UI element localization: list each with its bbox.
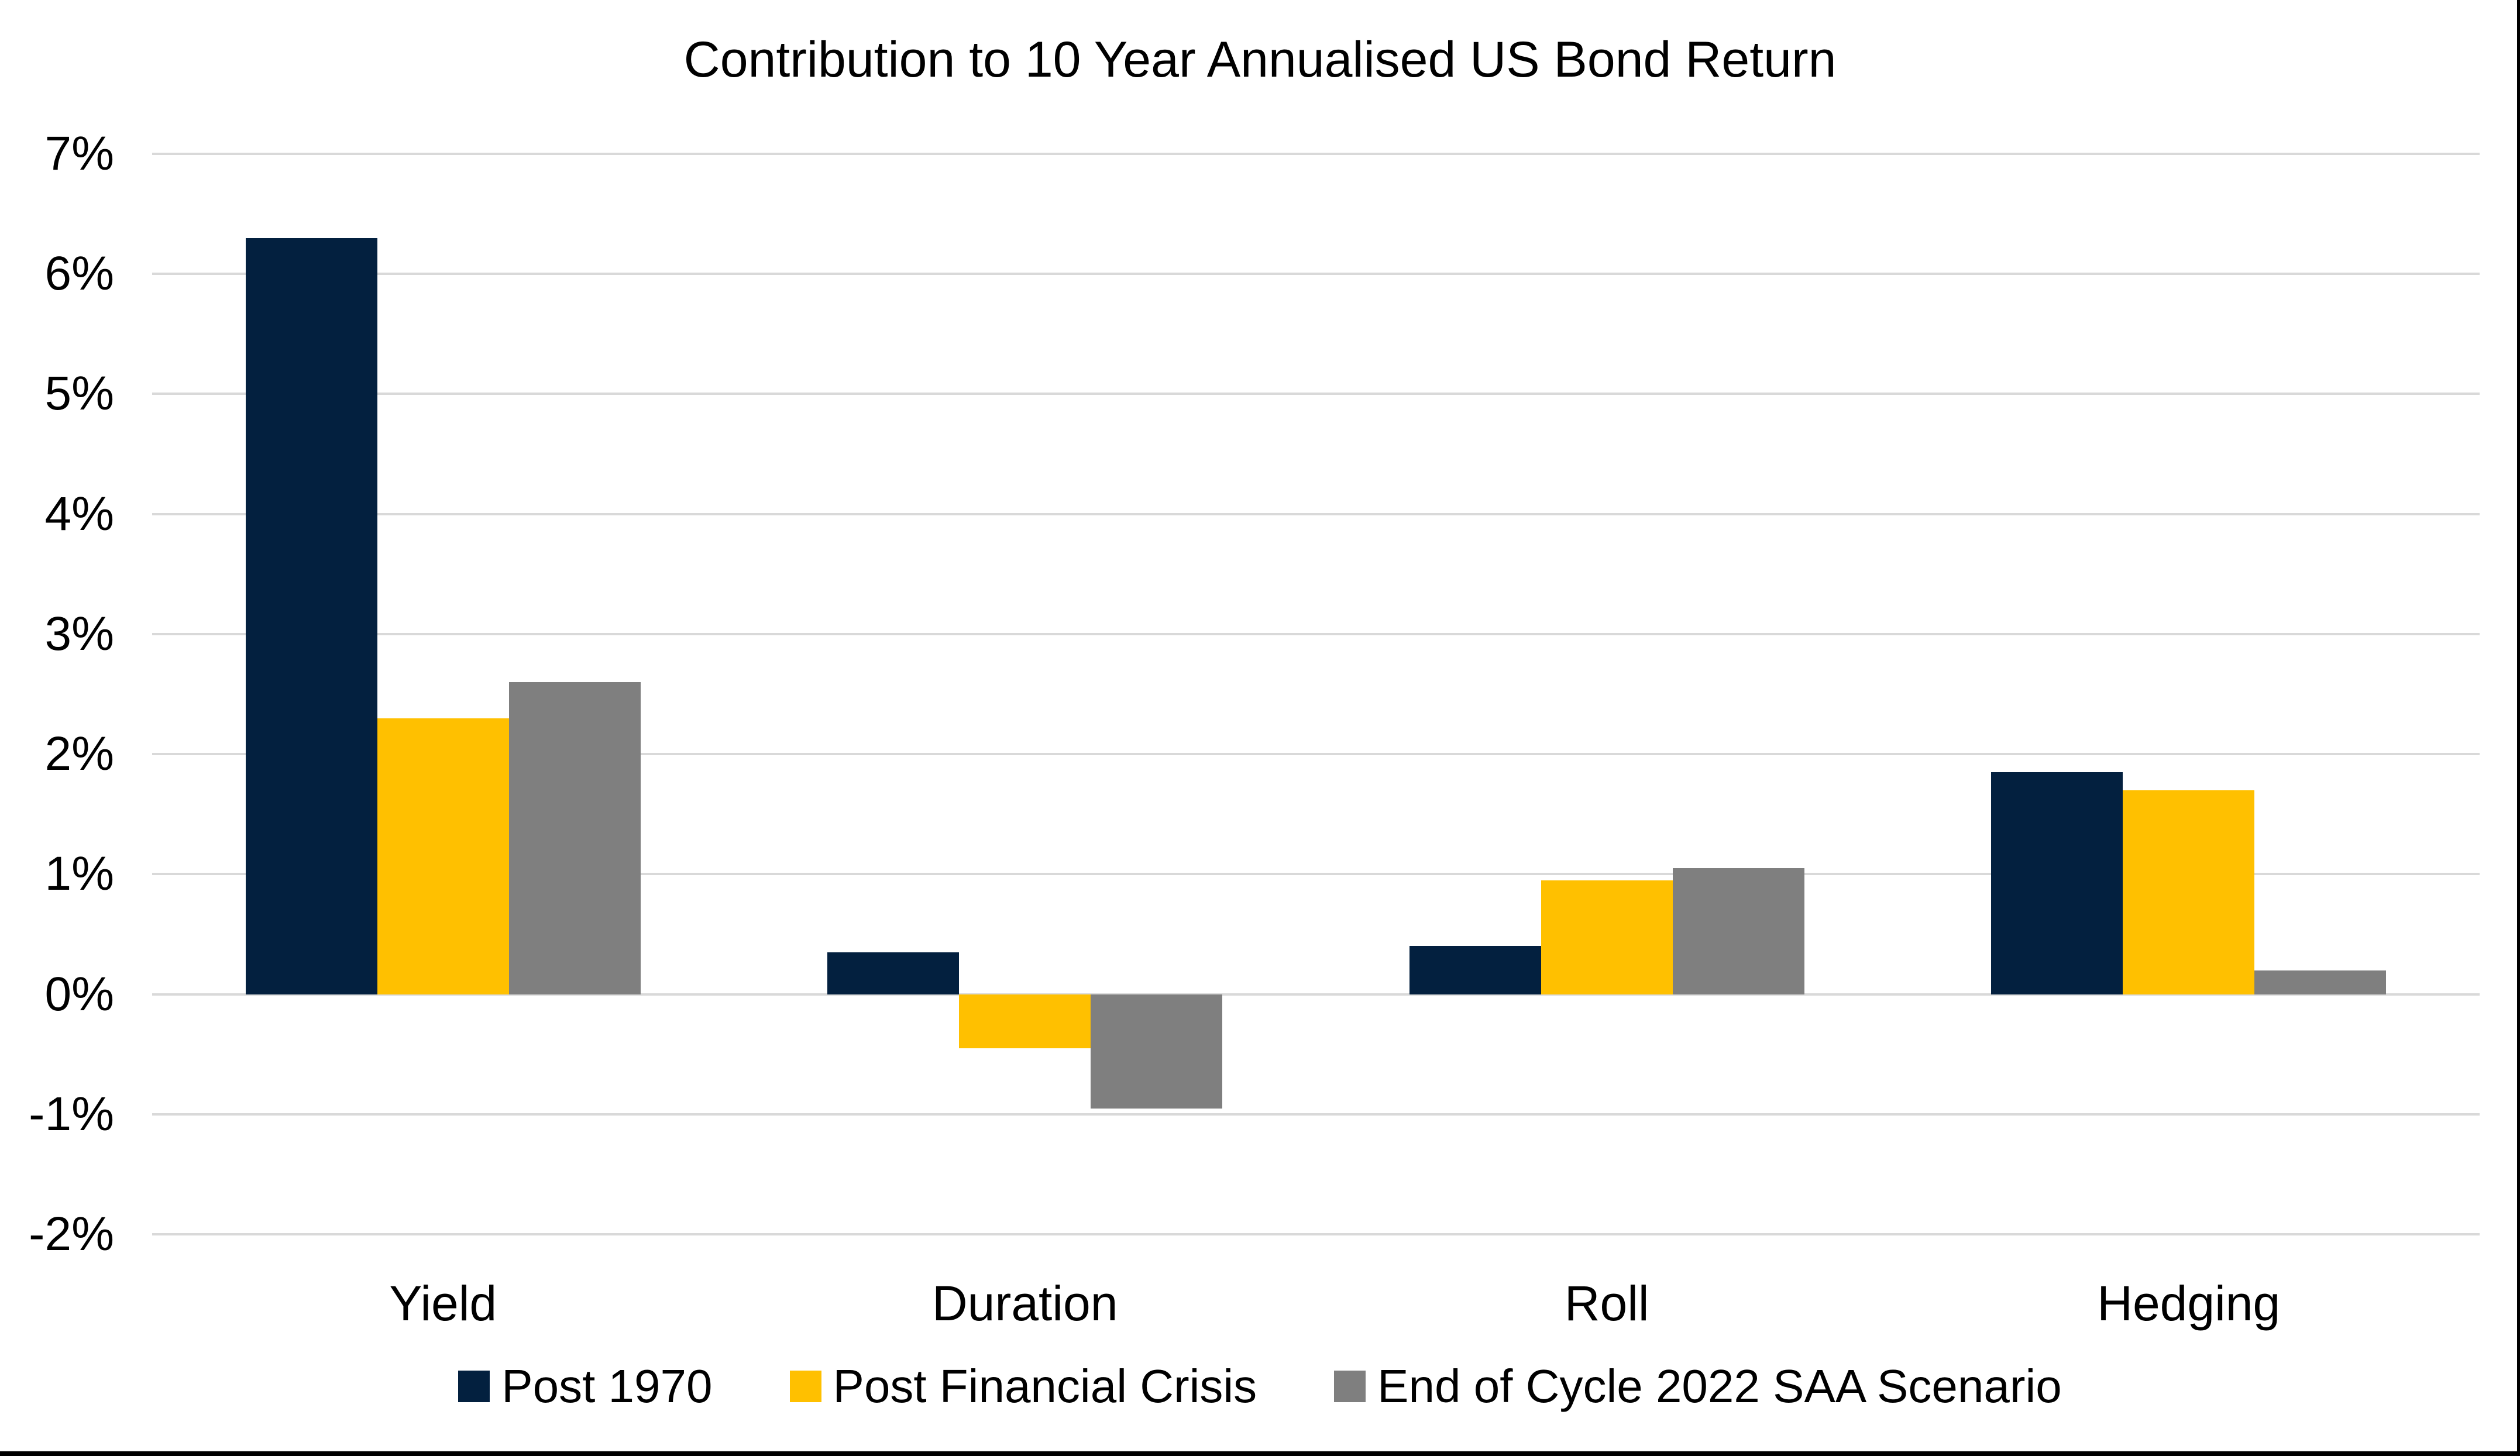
y-axis-tick-2: -2% xyxy=(29,1207,114,1261)
bar-post-1970-yield xyxy=(245,237,377,994)
bar-post-financial-crisis-yield xyxy=(377,718,509,994)
gridline-0 xyxy=(152,993,2480,996)
bar-end-of-cycle-2022-saa-scenario-hedging xyxy=(2254,970,2387,994)
gridline-2 xyxy=(152,753,2480,756)
legend-swatch-icon xyxy=(1334,1371,1366,1402)
y-axis-tick-2: 2% xyxy=(44,727,114,781)
y-axis-tick-5: 5% xyxy=(44,367,114,421)
gridline-5 xyxy=(152,393,2480,395)
bar-post-financial-crisis-duration xyxy=(959,994,1091,1048)
y-axis-tick-3: 3% xyxy=(44,607,114,660)
x-axis-label-yield: Yield xyxy=(389,1276,497,1331)
gridline-2 xyxy=(152,1233,2480,1235)
legend-swatch-icon xyxy=(789,1371,821,1402)
legend-item-post-1970: Post 1970 xyxy=(458,1358,713,1414)
y-axis-tick-1: 1% xyxy=(44,847,114,901)
x-axis-label-duration: Duration xyxy=(931,1276,1118,1331)
bar-post-financial-crisis-roll xyxy=(1541,880,1673,994)
bar-post-financial-crisis-hedging xyxy=(2123,790,2255,994)
bar-end-of-cycle-2022-saa-scenario-yield xyxy=(508,681,641,994)
gridline-1 xyxy=(152,1113,2480,1116)
gridline-1 xyxy=(152,873,2480,876)
y-axis-tick-0: 0% xyxy=(44,967,114,1021)
legend-label: Post Financial Crisis xyxy=(833,1360,1257,1412)
gridline-7 xyxy=(152,153,2480,155)
y-axis-tick-4: 4% xyxy=(44,487,114,541)
x-axis-label-hedging: Hedging xyxy=(2097,1276,2281,1331)
right-border-line xyxy=(2517,0,2520,1456)
bar-post-1970-roll xyxy=(1409,946,1541,994)
bar-end-of-cycle-2022-saa-scenario-roll xyxy=(1672,868,1804,994)
y-axis-tick-1: -1% xyxy=(29,1087,114,1141)
chart-title: Contribution to 10 Year Annualised US Bo… xyxy=(683,32,1837,88)
legend-label: Post 1970 xyxy=(501,1360,713,1412)
bar-post-1970-hedging xyxy=(1991,772,2123,994)
legend-swatch-icon xyxy=(458,1371,490,1402)
x-axis-label-roll: Roll xyxy=(1564,1276,1649,1331)
legend-item-post-financial-crisis: Post Financial Crisis xyxy=(789,1358,1257,1414)
gridline-3 xyxy=(152,632,2480,635)
bar-end-of-cycle-2022-saa-scenario-duration xyxy=(1091,994,1223,1109)
gridline-4 xyxy=(152,512,2480,515)
bar-post-1970-duration xyxy=(827,952,960,994)
legend-item-end-of-cycle-2022-saa-scenario: End of Cycle 2022 SAA Scenario xyxy=(1334,1358,2062,1414)
bottom-border-line xyxy=(0,1451,2520,1456)
legend: Post 1970 Post Financial Crisis End of Cyc… xyxy=(0,1358,2520,1414)
legend-label: End of Cycle 2022 SAA Scenario xyxy=(1377,1360,2062,1412)
y-axis-tick-7: 7% xyxy=(44,127,114,180)
gridline-6 xyxy=(152,273,2480,276)
y-axis-tick-6: 6% xyxy=(44,247,114,301)
